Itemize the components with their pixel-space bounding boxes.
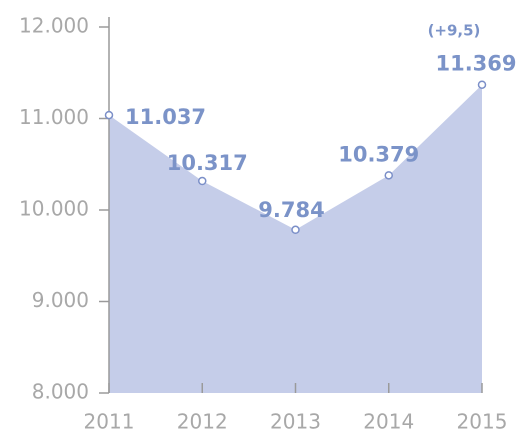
x-tick-label: 2013 [270, 410, 321, 434]
value-label: 9.784 [258, 198, 324, 222]
x-tick-label: 2015 [457, 410, 508, 434]
y-tick-label: 9.000 [32, 288, 89, 312]
marker [291, 225, 300, 235]
annotation: (+9,5) [428, 22, 481, 40]
marker [104, 110, 114, 120]
x-tick-label: 2011 [84, 410, 135, 434]
value-label: 10.317 [167, 151, 248, 175]
x-tick-label: 2014 [363, 410, 414, 434]
y-tick-label: 12.000 [19, 14, 89, 38]
y-tick-label: 8.000 [32, 380, 89, 404]
marker [384, 171, 393, 180]
y-tick-label: 11.000 [19, 105, 89, 129]
marker [477, 80, 487, 89]
value-label: 11.369 [435, 52, 516, 76]
value-label: 10.379 [338, 142, 419, 166]
x-tick-label: 2012 [177, 410, 228, 434]
marker [198, 176, 207, 186]
y-tick-label: 10.000 [19, 197, 89, 221]
value-label: 11.037 [125, 105, 206, 129]
area [109, 84, 482, 393]
